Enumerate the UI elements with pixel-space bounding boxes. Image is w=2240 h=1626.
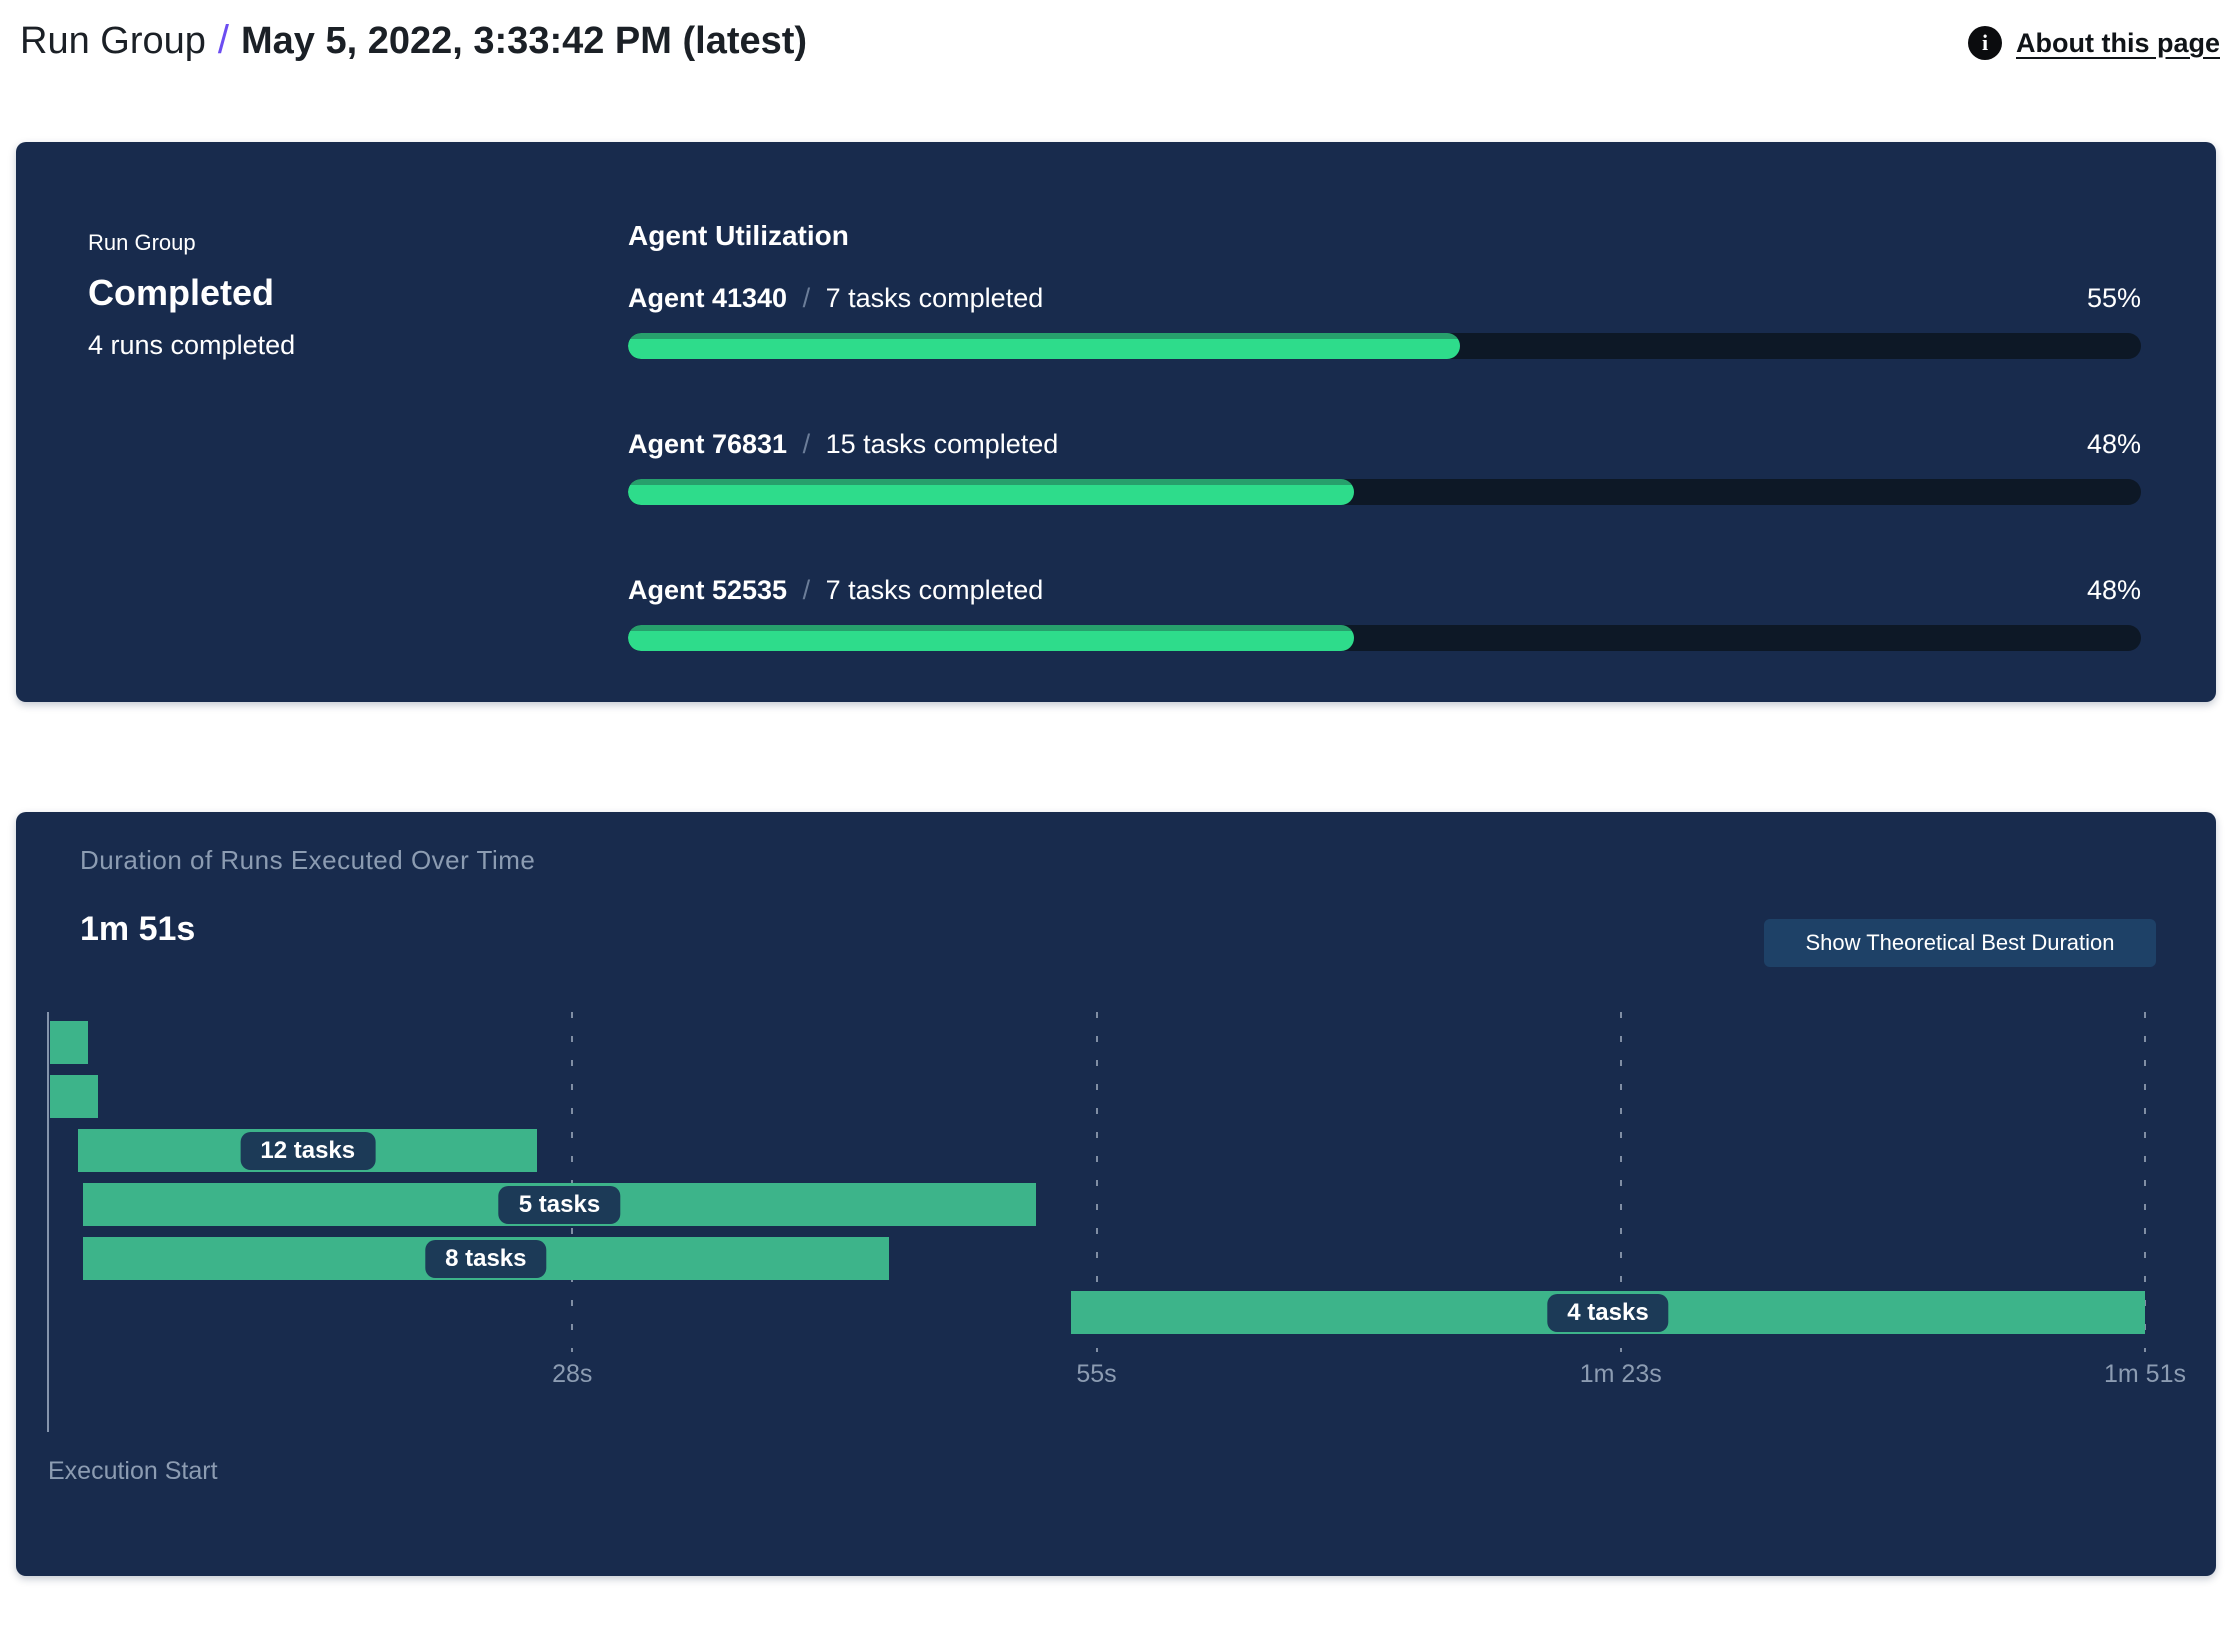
about-this-page-link[interactable]: i About this page bbox=[1968, 26, 2220, 60]
run-duration-bar[interactable]: 5 tasks bbox=[82, 1183, 1037, 1226]
page-header: Run Group / May 5, 2022, 3:33:42 PM (lates… bbox=[20, 10, 2220, 80]
agent-name: Agent 52535 bbox=[628, 575, 788, 605]
agent-utilization-label: Agent 76831 / 15 tasks completed 48% bbox=[628, 428, 2141, 460]
page-title-date: May 5, 2022, 3:33:42 PM (latest) bbox=[241, 20, 808, 62]
execution-start-label: Execution Start bbox=[48, 1457, 218, 1485]
run-task-count-badge: 4 tasks bbox=[1547, 1293, 1669, 1332]
total-duration-value: 1m 51s bbox=[80, 910, 196, 948]
run-group-status-panel: Run Group Completed 4 runs completed Age… bbox=[16, 142, 2216, 702]
run-duration-bar[interactable]: 4 tasks bbox=[1070, 1291, 2145, 1334]
breadcrumb-separator: / bbox=[217, 18, 230, 62]
agent-label-separator: / bbox=[802, 283, 811, 313]
run-task-count-badge: 5 tasks bbox=[498, 1185, 621, 1224]
agent-utilization-label: Agent 52535 / 7 tasks completed 48% bbox=[628, 574, 2141, 606]
run-duration-bar[interactable]: 12 tasks bbox=[78, 1129, 538, 1172]
duration-chart-title: Duration of Runs Executed Over Time bbox=[80, 845, 536, 875]
agent-utilization-bar-track bbox=[628, 333, 2141, 359]
runs-completed-count: 4 runs completed bbox=[88, 330, 296, 360]
duration-panel: Duration of Runs Executed Over Time 1m 5… bbox=[16, 812, 2216, 1576]
agent-utilization-row: Agent 41340 / 7 tasks completed 55% bbox=[628, 282, 2141, 362]
run-duration-bar[interactable] bbox=[49, 1075, 99, 1118]
axis-gridline bbox=[1095, 1012, 1098, 1352]
agent-utilization-bar-fill bbox=[628, 479, 1355, 505]
agent-utilization-row: Agent 76831 / 15 tasks completed 48% bbox=[628, 428, 2141, 508]
about-link-label: About this page bbox=[2016, 27, 2220, 58]
run-group-label: Run Group bbox=[88, 230, 196, 255]
agent-utilization-label: Agent 41340 / 7 tasks completed 55% bbox=[628, 282, 2141, 314]
axis-gridline bbox=[571, 1012, 574, 1352]
agent-utilization-bar-track bbox=[628, 479, 2141, 505]
axis-tick-label: 55s bbox=[1076, 1360, 1117, 1388]
axis-tick-label: 1m 51s bbox=[2104, 1360, 2186, 1388]
agent-utilization-row: Agent 52535 / 7 tasks completed 48% bbox=[628, 574, 2141, 654]
agent-label-separator: / bbox=[802, 575, 811, 605]
show-theoretical-best-duration-button[interactable]: Show Theoretical Best Duration bbox=[1764, 919, 2156, 967]
run-group-summary: Run Group Completed 4 runs completed bbox=[88, 230, 295, 361]
info-icon: i bbox=[1968, 26, 2002, 60]
axis-gridline bbox=[1619, 1012, 1622, 1352]
agent-tasks-completed: 15 tasks completed bbox=[825, 429, 1059, 459]
agent-utilization-bar-track bbox=[628, 625, 2141, 651]
agent-utilization-percent: 55% bbox=[2086, 283, 2141, 313]
axis-gridline bbox=[2144, 1012, 2146, 1352]
axis-tick-label: 28s bbox=[552, 1360, 593, 1388]
agent-name: Agent 41340 bbox=[628, 283, 788, 313]
run-duration-bar[interactable] bbox=[49, 1021, 88, 1064]
agent-tasks-completed: 7 tasks completed bbox=[825, 283, 1044, 313]
run-duration-bar[interactable]: 8 tasks bbox=[82, 1237, 889, 1280]
run-task-count-badge: 12 tasks bbox=[240, 1131, 376, 1170]
run-group-status: Completed bbox=[88, 272, 275, 313]
execution-start-axis-line bbox=[47, 1012, 49, 1432]
agent-name: Agent 76831 bbox=[628, 429, 788, 459]
page-title: Run Group / May 5, 2022, 3:33:42 PM (lates… bbox=[20, 10, 2220, 71]
agent-utilization-bar-fill bbox=[628, 625, 1355, 651]
axis-tick-label: 1m 23s bbox=[1579, 1360, 1662, 1388]
agent-tasks-completed: 7 tasks completed bbox=[825, 575, 1044, 605]
run-task-count-badge: 8 tasks bbox=[425, 1239, 547, 1278]
agent-utilization-title: Agent Utilization bbox=[628, 220, 849, 251]
run-duration-gantt-chart: Execution Start 28s 55s 1m 23s 1m 51s 12 ta… bbox=[16, 812, 2216, 1576]
agent-label-separator: / bbox=[802, 429, 811, 459]
agent-utilization-percent: 48% bbox=[2086, 429, 2141, 459]
breadcrumb-run-group: Run Group bbox=[20, 20, 206, 62]
agent-utilization-bar-fill bbox=[628, 333, 1461, 359]
agent-utilization-percent: 48% bbox=[2086, 575, 2141, 605]
